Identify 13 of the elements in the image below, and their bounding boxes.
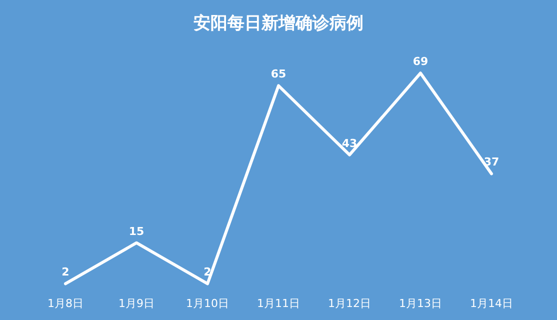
x-tick-label: 1月12日 bbox=[328, 297, 371, 310]
x-tick-label: 1月14日 bbox=[470, 297, 513, 310]
x-tick-label: 1月8日 bbox=[48, 297, 84, 310]
data-label: 65 bbox=[270, 68, 286, 81]
x-tick-label: 1月11日 bbox=[257, 297, 300, 310]
data-label: 43 bbox=[342, 136, 358, 150]
chart-title: 安阳每日新增确诊病例 bbox=[194, 14, 364, 34]
data-label: 15 bbox=[128, 224, 144, 238]
data-label: 2 bbox=[62, 266, 70, 279]
x-tick-label: 1月9日 bbox=[118, 297, 154, 310]
x-tick-label: 1月13日 bbox=[399, 297, 442, 310]
x-tick-label: 1月10日 bbox=[186, 297, 229, 310]
data-label: 69 bbox=[412, 55, 428, 68]
